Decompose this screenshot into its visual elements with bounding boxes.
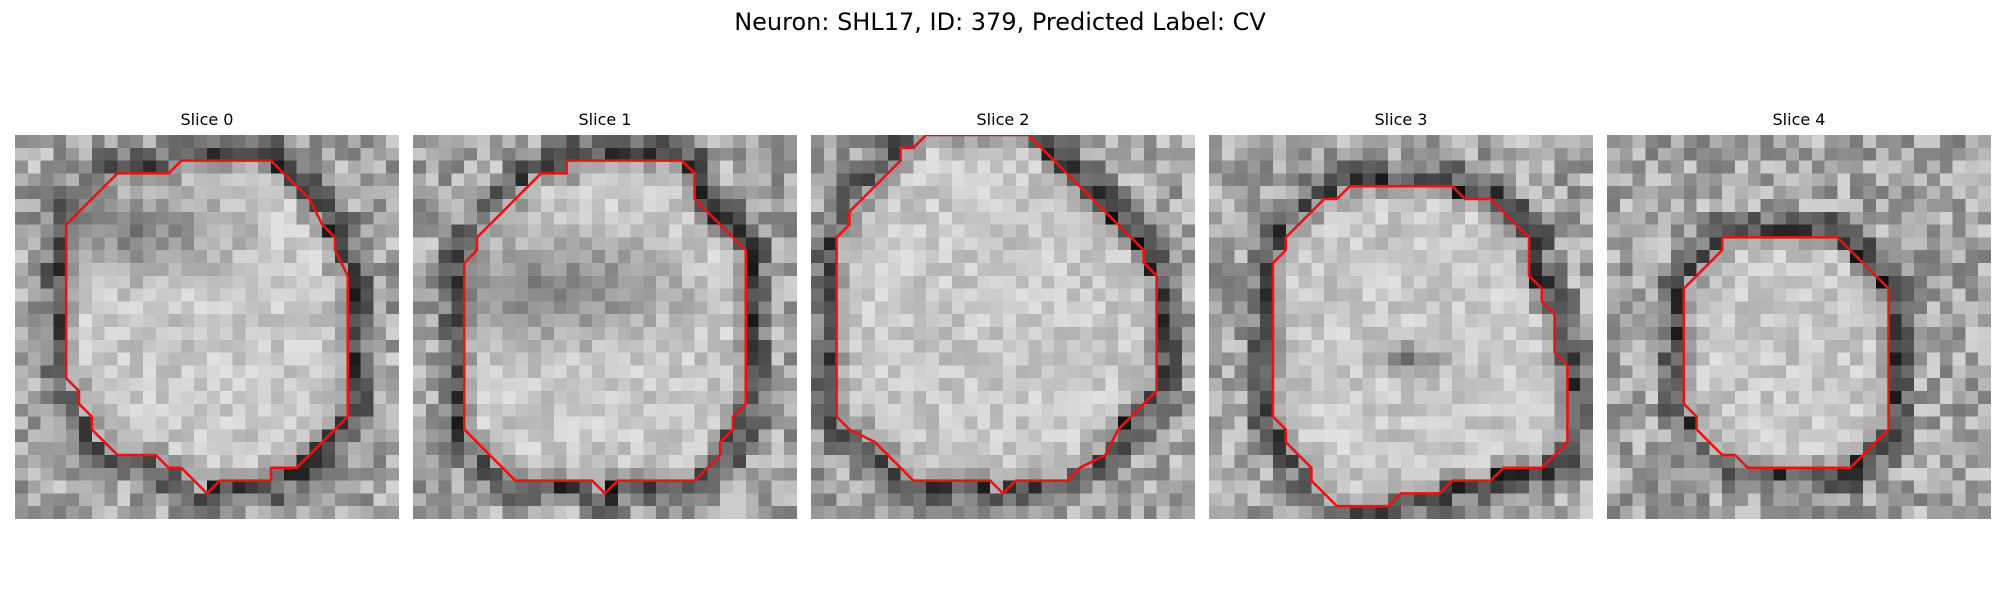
slice-image bbox=[413, 135, 797, 519]
slice-panel-0: Slice 0 bbox=[15, 110, 399, 519]
cell-outline bbox=[1682, 236, 1890, 470]
slice-panel-2: Slice 2 bbox=[811, 110, 1195, 519]
cell-outline bbox=[64, 159, 350, 495]
slice-title: Slice 3 bbox=[1374, 110, 1428, 129]
slice-image bbox=[1209, 135, 1593, 519]
slice-title: Slice 2 bbox=[976, 110, 1030, 129]
cell-outline bbox=[835, 135, 1158, 495]
slice-panel-4: Slice 4 bbox=[1607, 110, 1991, 519]
cell-outline bbox=[1271, 184, 1569, 508]
slice-title: Slice 4 bbox=[1772, 110, 1826, 129]
slice-image bbox=[1607, 135, 1991, 519]
slice-image bbox=[811, 135, 1195, 519]
slice-title: Slice 0 bbox=[180, 110, 234, 129]
slice-image bbox=[15, 135, 399, 519]
figure-title: Neuron: SHL17, ID: 379, Predicted Label:… bbox=[734, 8, 1266, 36]
slice-panel-3: Slice 3 bbox=[1209, 110, 1593, 519]
cell-outline bbox=[462, 159, 748, 495]
slice-title: Slice 1 bbox=[578, 110, 632, 129]
slice-panel-1: Slice 1 bbox=[413, 110, 797, 519]
